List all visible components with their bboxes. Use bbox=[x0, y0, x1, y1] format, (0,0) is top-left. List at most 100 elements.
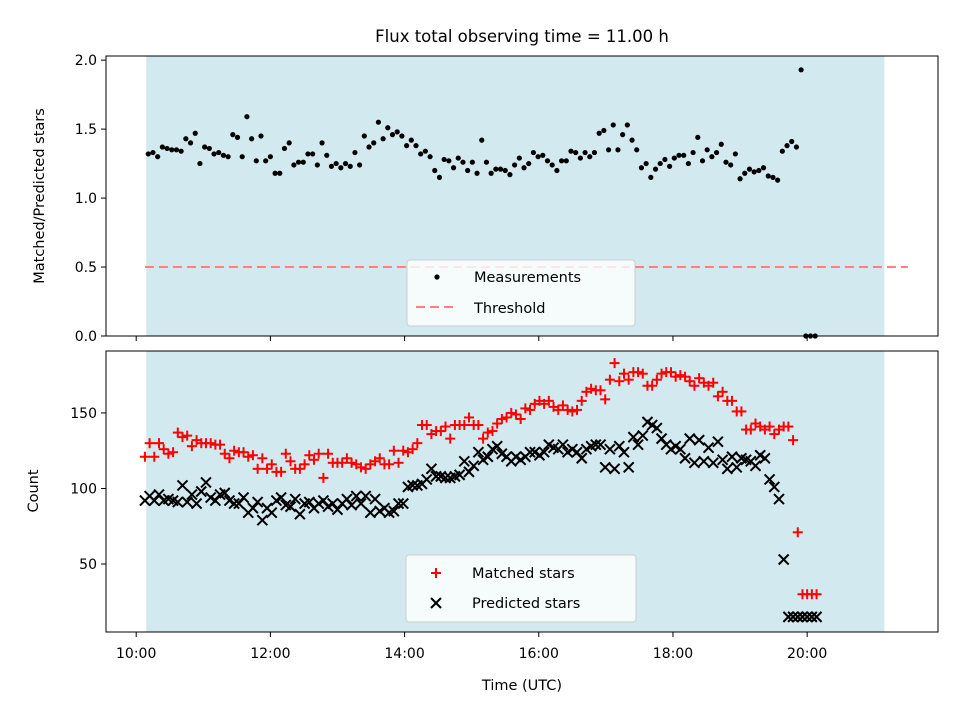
matched-star-point bbox=[525, 404, 536, 415]
measurement-point bbox=[324, 152, 330, 158]
predicted-star-point bbox=[425, 463, 438, 475]
matched-star-point bbox=[463, 412, 474, 423]
x-tick-label: 20:00 bbox=[787, 646, 827, 662]
predicted-star-point-b bbox=[435, 470, 447, 483]
bottom-x-ticks: 10:00 12:00 14:00 16:00 18:00 20:00 bbox=[116, 632, 827, 662]
predicted-star-point-b bbox=[571, 446, 583, 458]
legend-predicted-label: Predicted stars bbox=[472, 596, 580, 612]
predicted-star-point-b bbox=[707, 457, 719, 469]
matched-star-point bbox=[694, 373, 705, 384]
measurement-point bbox=[596, 130, 602, 136]
measurement-point bbox=[615, 147, 621, 153]
predicted-star-point bbox=[716, 454, 729, 466]
predicted-star-point-b bbox=[810, 611, 823, 623]
measurement-point bbox=[789, 138, 795, 145]
measurement-point bbox=[728, 162, 734, 168]
predicted-star-point bbox=[796, 611, 809, 623]
matched-stars-points bbox=[139, 358, 822, 600]
predicted-star-point-b bbox=[754, 449, 766, 461]
measurement-point bbox=[183, 136, 189, 142]
predicted-star-point bbox=[406, 479, 419, 492]
matched-star-point bbox=[670, 371, 681, 382]
predicted-star-point-b bbox=[543, 438, 555, 451]
measurement-point bbox=[479, 137, 485, 143]
matched-star-point bbox=[496, 413, 507, 424]
matched-star-point bbox=[168, 447, 179, 458]
measurement-point bbox=[695, 134, 701, 140]
predicted-star-point-b bbox=[153, 488, 165, 501]
predicted-star-point bbox=[397, 497, 409, 510]
measurement-point bbox=[338, 165, 344, 171]
measurement-point bbox=[582, 149, 588, 156]
predicted-star-point-b bbox=[782, 611, 795, 623]
matched-star-point bbox=[238, 447, 249, 458]
measurement-point bbox=[554, 167, 560, 174]
measurement-point bbox=[446, 158, 452, 164]
predicted-star-point bbox=[590, 438, 602, 451]
matched-star-point bbox=[299, 459, 310, 470]
predicted-star-point-b bbox=[731, 461, 743, 474]
measurement-point bbox=[319, 140, 325, 146]
bottom-y-tick-label: 100 bbox=[70, 481, 97, 497]
matched-star-point bbox=[633, 367, 644, 378]
predicted-star-point bbox=[355, 497, 367, 510]
measurement-point bbox=[474, 170, 480, 176]
measurement-point bbox=[540, 152, 546, 158]
measurement-point bbox=[483, 159, 490, 165]
predicted-star-point bbox=[698, 455, 710, 467]
measurement-point bbox=[460, 159, 466, 165]
measurement-point bbox=[535, 154, 541, 160]
predicted-star-point-b bbox=[266, 506, 278, 519]
predicted-star-point-b bbox=[792, 611, 804, 623]
measurement-point bbox=[277, 170, 283, 176]
predicted-star-point-b bbox=[773, 493, 785, 505]
matched-star-point bbox=[567, 406, 578, 417]
predicted-star-point-b bbox=[777, 553, 790, 566]
measurement-point bbox=[225, 154, 231, 160]
measurement-point bbox=[568, 148, 574, 154]
predicted-star-point-b bbox=[566, 443, 579, 455]
predicted-star-point bbox=[467, 460, 480, 472]
predicted-star-point bbox=[637, 429, 649, 442]
measurement-point bbox=[713, 149, 720, 156]
predicted-star-point-b bbox=[491, 440, 503, 452]
measurement-point bbox=[450, 165, 457, 171]
matched-star-point bbox=[262, 463, 273, 474]
matched-star-point bbox=[745, 424, 756, 435]
measurement-point bbox=[601, 127, 607, 134]
measurement-point bbox=[746, 166, 753, 172]
predicted-star-point-b bbox=[655, 432, 668, 445]
matched-star-point bbox=[712, 391, 723, 402]
measurement-point bbox=[305, 151, 311, 157]
measurement-point bbox=[573, 149, 579, 156]
predicted-star-point-b bbox=[538, 446, 550, 458]
predicted-star-point bbox=[472, 446, 485, 458]
top-y-axis-label: Matched/Predicted stars bbox=[32, 108, 48, 284]
matched-star-point bbox=[788, 435, 799, 446]
measurement-point bbox=[662, 156, 668, 163]
matched-star-point bbox=[304, 450, 315, 461]
predicted-star-point bbox=[787, 611, 799, 623]
measurement-point bbox=[380, 136, 386, 142]
measurement-point bbox=[164, 145, 170, 152]
predicted-star-point bbox=[275, 491, 287, 504]
predicted-star-point-b bbox=[223, 494, 236, 507]
measurement-point bbox=[422, 148, 428, 154]
matched-star-point bbox=[482, 427, 493, 438]
matched-star-point bbox=[783, 421, 794, 432]
measurement-point bbox=[418, 151, 424, 157]
matched-star-point bbox=[398, 445, 409, 456]
measurement-point bbox=[206, 145, 212, 152]
measurement-point bbox=[620, 132, 626, 138]
matched-star-point bbox=[618, 368, 629, 379]
x-tick-label: 18:00 bbox=[653, 646, 693, 662]
measurement-point bbox=[775, 177, 781, 183]
predicted-star-point-b bbox=[317, 494, 330, 507]
matched-star-point bbox=[360, 463, 371, 474]
legend-matched-label: Matched stars bbox=[472, 566, 575, 582]
bottom-axes-frame bbox=[105, 350, 939, 633]
predicted-star-point-b bbox=[759, 452, 771, 464]
matched-star-point bbox=[708, 377, 719, 388]
predicted-star-point-b bbox=[599, 461, 611, 474]
measurement-point bbox=[544, 158, 551, 164]
